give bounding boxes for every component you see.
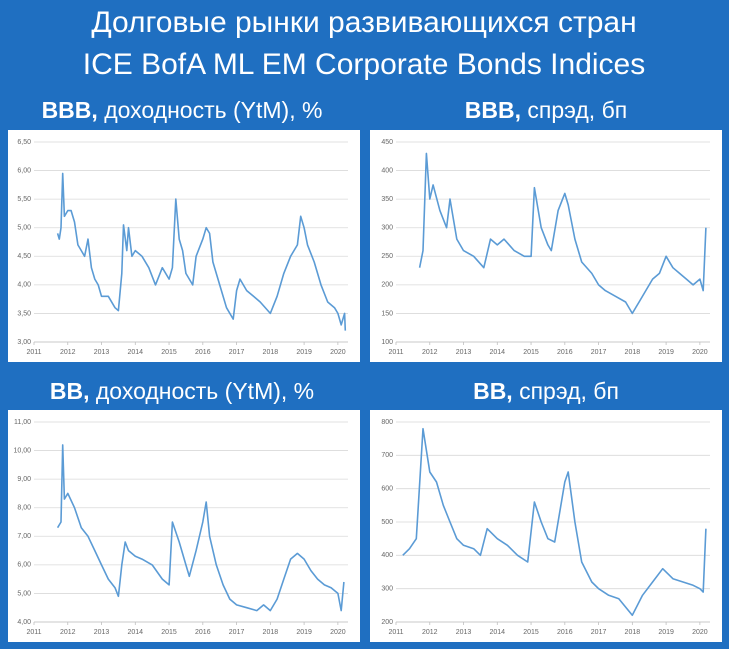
panel-title: BB, доходность (YtM), % [50, 378, 314, 404]
y-tick-label: 3,50 [17, 310, 31, 317]
panel-title: BBB, спрэд, бп [465, 97, 627, 123]
x-tick-label: 2016 [557, 629, 573, 636]
data-line [56, 172, 347, 331]
panel-background [8, 410, 360, 642]
panel-title-rest: доходность (YtM), % [104, 97, 322, 123]
chart-panel: BBB, доходность (YtM), % 3,00 3,50 4,00 4,50… [8, 97, 360, 362]
y-tick-label: 400 [381, 167, 393, 174]
data-line [402, 427, 707, 617]
panel-title: BBB, доходность (YtM), % [42, 97, 323, 123]
x-tick-label: 2013 [94, 349, 110, 356]
x-tick-label: 2018 [263, 349, 279, 356]
x-tick-label: 2011 [26, 349, 41, 356]
page-title: Долговые рынки развивающихся стран [91, 6, 636, 39]
y-tick-label: 7,00 [17, 533, 31, 540]
x-tick-label: 2013 [456, 629, 472, 636]
x-tick-label: 2015 [523, 349, 539, 356]
x-tick-label: 2020 [692, 629, 708, 636]
chart-panel: BB, спрэд, бп 200 300 400 500 600 700 800 2011 20… [370, 378, 722, 642]
y-tick-label: 300 [381, 586, 393, 593]
y-tick-label: 250 [381, 253, 393, 260]
chart-panel: BBB, спрэд, бп 100 150 200 250 300 350 400 450 20… [370, 97, 722, 362]
x-tick-label: 2019 [296, 629, 312, 636]
y-tick-label: 200 [381, 282, 393, 289]
panel-title: BB, спрэд, бп [473, 378, 619, 404]
y-tick-label: 700 [381, 452, 393, 459]
y-tick-label: 5,50 [17, 196, 31, 203]
y-tick-label: 600 [381, 486, 393, 493]
x-tick-label: 2012 [60, 349, 76, 356]
data-line [418, 152, 707, 315]
x-tick-label: 2020 [692, 349, 708, 356]
x-tick-label: 2020 [330, 349, 346, 356]
panel-background [370, 410, 722, 642]
y-tick-label: 4,00 [17, 619, 31, 626]
y-tick-label: 350 [381, 196, 393, 203]
x-tick-label: 2012 [422, 629, 438, 636]
panel-background [8, 130, 360, 362]
panel-title-bold: BB, [473, 378, 513, 404]
panel-title-rest: спрэд, бп [519, 378, 619, 404]
x-tick-label: 2017 [591, 349, 607, 356]
y-tick-label: 9,00 [17, 476, 31, 483]
x-tick-label: 2014 [490, 629, 506, 636]
x-tick-label: 2012 [60, 629, 76, 636]
x-tick-label: 2019 [658, 349, 674, 356]
x-tick-label: 2014 [128, 349, 144, 356]
y-tick-label: 400 [381, 552, 393, 559]
x-tick-label: 2018 [625, 349, 641, 356]
y-tick-label: 6,50 [17, 139, 31, 146]
x-tick-label: 2016 [557, 349, 573, 356]
x-tick-label: 2017 [229, 629, 245, 636]
x-tick-label: 2018 [263, 629, 279, 636]
y-tick-label: 10,00 [13, 447, 31, 454]
x-tick-label: 2019 [658, 629, 674, 636]
x-tick-label: 2018 [625, 629, 641, 636]
x-tick-label: 2014 [490, 349, 506, 356]
panel-title-bold: BBB, [465, 97, 521, 123]
y-tick-label: 5,00 [17, 590, 31, 597]
y-tick-label: 200 [381, 619, 393, 626]
y-tick-label: 6,00 [17, 562, 31, 569]
panel-title-bold: BBB, [42, 97, 98, 123]
x-tick-label: 2019 [296, 349, 312, 356]
y-tick-label: 300 [381, 225, 393, 232]
x-tick-label: 2020 [330, 629, 346, 636]
x-tick-label: 2011 [388, 349, 403, 356]
panel-title-rest: спрэд, бп [527, 97, 627, 123]
x-tick-label: 2011 [388, 629, 403, 636]
y-tick-label: 100 [381, 339, 393, 346]
y-tick-label: 450 [381, 139, 393, 146]
data-line [56, 444, 345, 612]
x-tick-label: 2016 [195, 349, 211, 356]
x-tick-label: 2014 [128, 629, 144, 636]
x-tick-label: 2011 [26, 629, 41, 636]
y-tick-label: 500 [381, 519, 393, 526]
page-subtitle: ICE BofA ML EM Corporate Bonds Indices [83, 48, 646, 81]
y-tick-label: 8,00 [17, 505, 31, 512]
chart-panel: BB, доходность (YtM), % 4,00 5,00 6,00 7,00 8… [8, 378, 360, 642]
x-tick-label: 2017 [591, 629, 607, 636]
x-tick-label: 2016 [195, 629, 211, 636]
panel-background [370, 130, 722, 362]
x-tick-label: 2017 [229, 349, 245, 356]
x-tick-label: 2013 [456, 349, 472, 356]
y-tick-label: 4,00 [17, 282, 31, 289]
y-tick-label: 800 [381, 419, 393, 426]
panel-title-rest: доходность (YtM), % [96, 378, 314, 404]
x-tick-label: 2015 [523, 629, 539, 636]
y-tick-label: 11,00 [14, 419, 31, 426]
y-tick-label: 150 [381, 310, 393, 317]
x-tick-label: 2015 [161, 349, 177, 356]
y-tick-label: 5,00 [17, 225, 31, 232]
y-tick-label: 3,00 [17, 339, 31, 346]
x-tick-label: 2012 [422, 349, 438, 356]
y-tick-label: 6,00 [17, 167, 31, 174]
x-tick-label: 2013 [94, 629, 110, 636]
x-tick-label: 2015 [161, 629, 177, 636]
panel-title-bold: BB, [50, 378, 90, 404]
y-tick-label: 4,50 [17, 253, 31, 260]
